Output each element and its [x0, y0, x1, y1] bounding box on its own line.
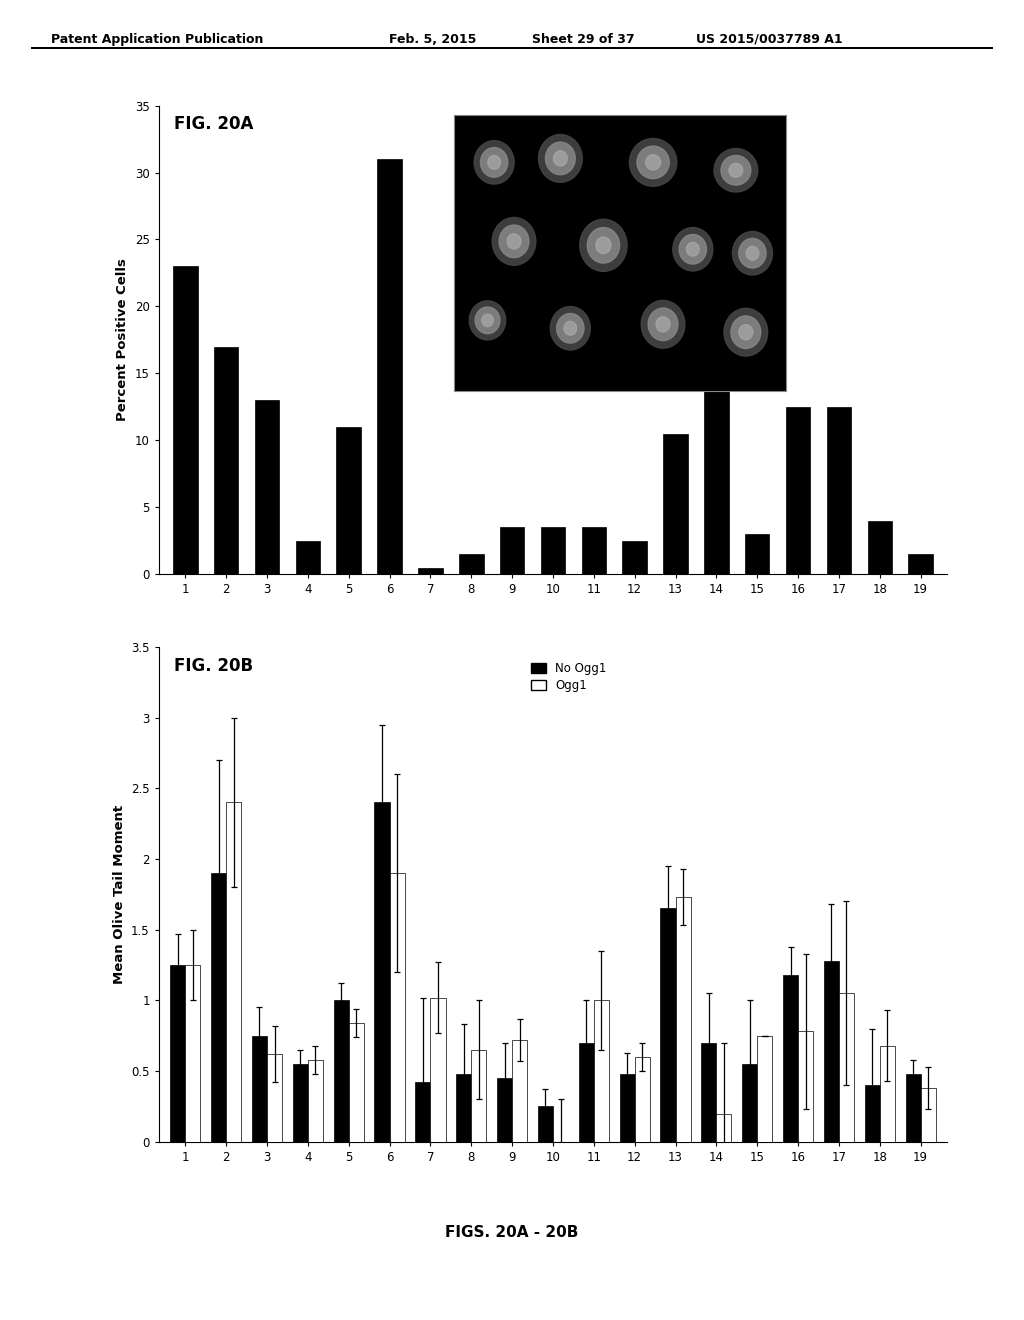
Bar: [705, 387, 729, 574]
Text: FIG. 20B: FIG. 20B: [174, 657, 254, 675]
Bar: [824, 961, 839, 1142]
Bar: [635, 1057, 650, 1142]
Text: US 2015/0037789 A1: US 2015/0037789 A1: [696, 33, 843, 46]
Bar: [864, 1085, 880, 1142]
Bar: [185, 965, 201, 1142]
Bar: [296, 541, 321, 574]
Bar: [456, 1074, 471, 1142]
Bar: [908, 554, 933, 574]
Bar: [623, 541, 647, 574]
Legend: No Ogg1, Ogg1: No Ogg1, Ogg1: [526, 657, 611, 697]
Bar: [173, 267, 198, 574]
Bar: [459, 554, 483, 574]
Bar: [783, 975, 798, 1142]
Bar: [742, 1064, 757, 1142]
Bar: [226, 803, 242, 1142]
Bar: [308, 1060, 323, 1142]
Bar: [757, 1036, 772, 1142]
Text: Feb. 5, 2015: Feb. 5, 2015: [389, 33, 476, 46]
Bar: [334, 1001, 349, 1142]
Bar: [500, 528, 524, 574]
Bar: [867, 520, 892, 574]
Bar: [785, 407, 810, 574]
Y-axis label: Percent Positive Cells: Percent Positive Cells: [117, 259, 129, 421]
Bar: [676, 898, 690, 1142]
Bar: [170, 965, 185, 1142]
Bar: [701, 1043, 717, 1142]
Bar: [664, 434, 688, 574]
Bar: [211, 873, 226, 1142]
Bar: [579, 1043, 594, 1142]
Bar: [471, 1049, 486, 1142]
Bar: [880, 1045, 895, 1142]
Bar: [255, 400, 280, 574]
Bar: [826, 407, 851, 574]
Bar: [416, 1082, 430, 1142]
Y-axis label: Mean Olive Tail Moment: Mean Olive Tail Moment: [113, 805, 126, 983]
Bar: [214, 347, 239, 574]
Bar: [921, 1088, 936, 1142]
Bar: [375, 803, 389, 1142]
Bar: [620, 1074, 635, 1142]
Bar: [839, 993, 854, 1142]
Text: FIG. 20A: FIG. 20A: [174, 115, 254, 133]
Bar: [745, 535, 769, 574]
Bar: [538, 1106, 553, 1142]
Text: Sheet 29 of 37: Sheet 29 of 37: [532, 33, 635, 46]
Bar: [267, 1055, 282, 1142]
Bar: [660, 908, 676, 1142]
Text: Patent Application Publication: Patent Application Publication: [51, 33, 263, 46]
Bar: [798, 1031, 813, 1142]
Text: FIGS. 20A - 20B: FIGS. 20A - 20B: [445, 1225, 579, 1239]
Bar: [512, 1040, 527, 1142]
Bar: [293, 1064, 308, 1142]
Bar: [497, 1078, 512, 1142]
Bar: [717, 1114, 731, 1142]
Bar: [582, 528, 606, 574]
Bar: [389, 873, 404, 1142]
Bar: [905, 1074, 921, 1142]
Bar: [252, 1036, 267, 1142]
Bar: [418, 568, 442, 574]
Bar: [337, 426, 360, 574]
Bar: [541, 528, 565, 574]
Bar: [377, 160, 401, 574]
Bar: [349, 1023, 364, 1142]
Bar: [594, 1001, 609, 1142]
Bar: [430, 998, 445, 1142]
